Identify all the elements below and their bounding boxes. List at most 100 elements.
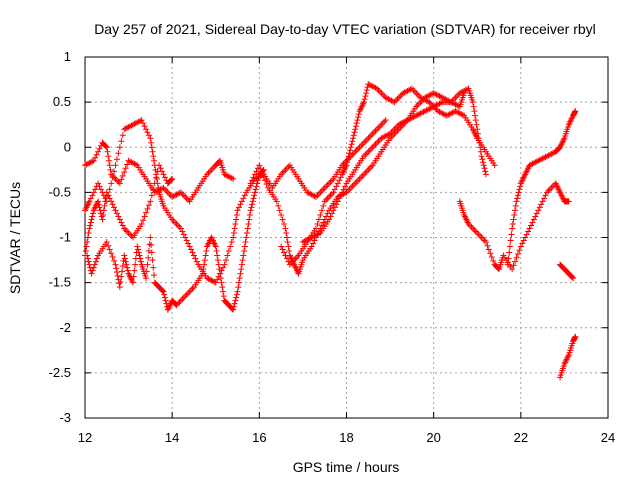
data-point (122, 226, 129, 233)
data-point (570, 275, 577, 282)
data-point (135, 246, 142, 253)
data-point (320, 186, 327, 193)
data-point (220, 288, 227, 295)
data-point (345, 153, 352, 160)
data-point (349, 183, 356, 190)
data-point (121, 225, 128, 232)
data-point (118, 138, 125, 145)
data-point (330, 207, 337, 214)
data-point (144, 205, 151, 212)
data-point (238, 198, 245, 205)
data-point (201, 261, 208, 268)
data-point (416, 100, 423, 107)
data-point (355, 111, 362, 118)
data-point (214, 276, 221, 283)
data-point (86, 225, 93, 232)
data-point (244, 225, 251, 232)
data-point (515, 189, 522, 196)
data-point (348, 141, 355, 148)
data-point (308, 243, 315, 250)
data-point (241, 248, 248, 255)
data-point (158, 168, 165, 175)
data-point (506, 243, 513, 250)
data-point (538, 201, 545, 208)
data-point (376, 123, 383, 130)
data-point (222, 257, 229, 264)
data-point (247, 207, 254, 214)
data-point (317, 211, 324, 218)
data-point (519, 240, 526, 247)
data-point (220, 293, 227, 300)
data-point (363, 168, 370, 175)
data-point (231, 300, 238, 307)
data-point (212, 243, 219, 250)
data-point (174, 222, 181, 229)
data-point (95, 180, 102, 187)
data-point (362, 138, 369, 145)
data-point (93, 151, 100, 158)
data-point (103, 144, 110, 151)
data-point (326, 216, 333, 223)
data-point (362, 151, 369, 158)
data-point (344, 156, 351, 163)
data-point (318, 187, 325, 194)
data-point (535, 207, 542, 214)
data-point (513, 254, 520, 261)
data-point (107, 166, 114, 173)
data-point (203, 248, 210, 255)
data-point (109, 174, 116, 181)
data-point (459, 111, 466, 118)
data-point (410, 87, 417, 94)
data-point (255, 174, 262, 181)
data-point (127, 231, 134, 238)
data-point (369, 144, 376, 151)
data-point (157, 165, 164, 172)
data-point (236, 275, 243, 282)
data-point (137, 255, 144, 262)
data-point (243, 234, 250, 241)
data-point (285, 163, 292, 170)
data-point (481, 237, 488, 244)
data-point (311, 193, 318, 200)
data-point (108, 198, 115, 205)
x-tick-label: 18 (339, 430, 353, 445)
data-point (331, 204, 338, 211)
data-point (161, 291, 168, 298)
data-point (522, 234, 529, 241)
data-point (105, 153, 112, 160)
data-point (516, 247, 523, 254)
data-point (118, 176, 125, 183)
x-tick-label: 16 (252, 430, 266, 445)
data-point (361, 96, 368, 103)
x-tick-label: 14 (165, 430, 179, 445)
data-point (478, 153, 485, 160)
data-point (278, 211, 285, 218)
data-point (150, 186, 157, 193)
data-point (84, 255, 91, 262)
data-point (119, 263, 126, 270)
data-point (320, 219, 327, 226)
data-point (106, 195, 113, 202)
data-point (104, 148, 111, 155)
data-point (151, 180, 158, 187)
data-point (90, 157, 97, 164)
data-point (150, 153, 157, 160)
data-point (356, 144, 363, 151)
data-point (113, 177, 120, 184)
data-point (161, 294, 168, 301)
data-point (391, 126, 398, 133)
data-point (212, 279, 219, 286)
data-point (108, 180, 115, 187)
data-point (238, 261, 245, 268)
data-point (218, 279, 225, 286)
data-point (318, 222, 325, 229)
data-point (532, 213, 539, 220)
data-point (161, 174, 168, 181)
x-tick-label: 24 (601, 430, 615, 445)
data-point (317, 189, 324, 196)
data-point (572, 333, 579, 340)
data-point (403, 117, 410, 124)
data-point (228, 239, 235, 246)
data-point (162, 297, 169, 304)
data-point (414, 102, 421, 109)
